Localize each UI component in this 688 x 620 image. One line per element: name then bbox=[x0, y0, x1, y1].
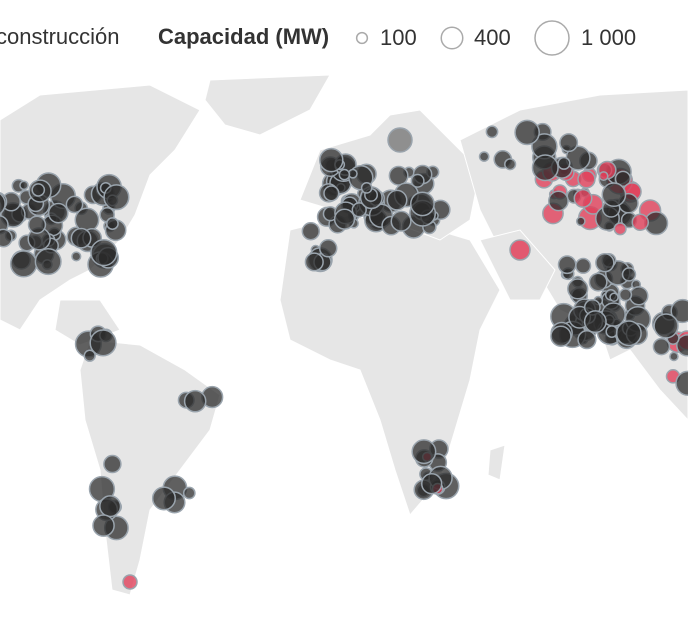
plant-bubble bbox=[618, 288, 633, 302]
plant-bubble bbox=[92, 514, 115, 537]
plant-bubble bbox=[338, 168, 351, 181]
plant-bubble bbox=[9, 250, 38, 278]
plant-bubble bbox=[65, 195, 84, 214]
plant-bubble bbox=[577, 330, 597, 350]
plant-bubble bbox=[567, 278, 589, 300]
plant-bubble bbox=[318, 147, 344, 173]
size-label: 1 000 bbox=[581, 25, 636, 50]
plant-bubble bbox=[99, 495, 122, 518]
plant-bubble bbox=[103, 184, 130, 211]
size-title: Capacidad (MW) bbox=[158, 24, 329, 49]
plant-bubble bbox=[301, 222, 320, 241]
plant-bubble bbox=[509, 239, 531, 261]
size-swatch bbox=[440, 26, 464, 50]
plant-bubble bbox=[588, 272, 608, 292]
plant-bubble bbox=[333, 208, 356, 230]
plant-bubble bbox=[605, 325, 619, 338]
plant-bubble bbox=[387, 127, 413, 153]
plant-bubble bbox=[182, 486, 196, 500]
plant-bubble bbox=[70, 227, 92, 249]
plant-bubble bbox=[598, 171, 609, 182]
plant-bubble bbox=[27, 215, 47, 234]
plant-bubble bbox=[90, 238, 118, 267]
plant-bubble bbox=[575, 216, 586, 227]
plant-bubble bbox=[390, 210, 412, 232]
plant-bubble bbox=[573, 188, 593, 208]
plant-bubble bbox=[421, 472, 443, 495]
plant-bubble bbox=[583, 310, 607, 334]
plant-bubble bbox=[103, 454, 122, 474]
plant-bubble bbox=[595, 252, 615, 273]
status-label: construcción bbox=[0, 24, 120, 49]
plant-bubble bbox=[613, 222, 627, 236]
plant-bubble bbox=[410, 173, 425, 188]
plant-bubble bbox=[557, 255, 577, 275]
plant-bubble bbox=[631, 213, 649, 231]
plant-bubble bbox=[411, 439, 437, 465]
plant-bubble bbox=[575, 257, 592, 274]
plant-bubble bbox=[577, 170, 596, 189]
plant-bubble bbox=[89, 329, 117, 357]
size-swatch bbox=[355, 31, 369, 45]
size-swatch bbox=[534, 20, 570, 56]
plant-bubble bbox=[323, 185, 340, 202]
plant-bubble bbox=[514, 119, 540, 146]
plant-bubble bbox=[304, 252, 324, 272]
plant-bubble bbox=[621, 267, 637, 282]
plant-bubble bbox=[83, 349, 96, 362]
plant-bubble bbox=[351, 202, 367, 218]
plant-bubble bbox=[360, 181, 373, 194]
plant-bubble bbox=[531, 154, 559, 182]
plant-bubble bbox=[615, 320, 642, 347]
plant-bubble bbox=[105, 217, 119, 231]
plant-bubble bbox=[47, 202, 69, 224]
plant-bubble bbox=[478, 151, 490, 162]
plant-bubble bbox=[609, 292, 619, 303]
plant-bubble bbox=[485, 125, 499, 139]
plant-bubble bbox=[19, 180, 29, 191]
plant-bubble bbox=[151, 486, 176, 511]
plant-bubble bbox=[547, 190, 569, 212]
plant-bubble bbox=[386, 189, 408, 211]
size-label: 400 bbox=[474, 25, 511, 50]
legend: construcción Capacidad (MW) 100 400 1 000 bbox=[0, 20, 636, 56]
plant-bubble bbox=[0, 192, 6, 215]
plant-bubble bbox=[388, 165, 409, 186]
plant-bubble bbox=[670, 298, 688, 324]
plant-bubble bbox=[676, 334, 688, 357]
plant-bubble bbox=[557, 156, 571, 170]
plant-bubble bbox=[629, 286, 649, 306]
plant-bubble bbox=[669, 351, 679, 362]
plant-bubble bbox=[504, 158, 517, 171]
plant-bubble bbox=[653, 313, 679, 339]
plant-bubble bbox=[409, 191, 435, 217]
plant-bubble bbox=[122, 574, 138, 590]
plant-bubbles bbox=[0, 119, 688, 590]
size-label: 100 bbox=[380, 25, 417, 50]
plant-bubble bbox=[71, 251, 82, 262]
plant-bubble bbox=[601, 182, 627, 208]
plant-bubble bbox=[31, 183, 46, 197]
plant-bubble bbox=[0, 228, 13, 248]
plant-bubble bbox=[550, 325, 572, 347]
plant-bubble bbox=[559, 133, 579, 153]
size-legend: 100 400 1 000 bbox=[355, 20, 636, 56]
plant-bubble bbox=[652, 337, 671, 356]
plant-bubble bbox=[318, 239, 338, 258]
plant-bubble bbox=[183, 389, 207, 413]
plant-bubble bbox=[34, 248, 62, 276]
